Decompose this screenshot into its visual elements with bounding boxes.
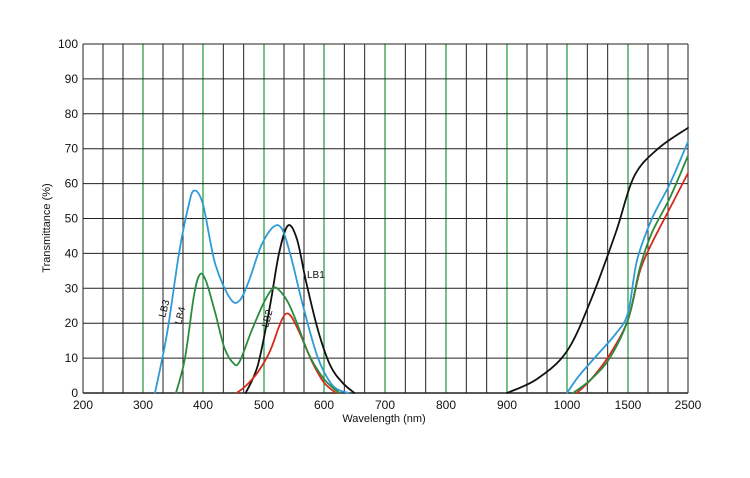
y-axis-label: Transmittance (%) [41,183,53,272]
x-tick-label: 900 [497,398,517,412]
y-tick-label: 40 [65,246,79,260]
x-axis-label: Wavelength (nm) [342,413,425,425]
x-tick-label: 1500 [615,398,642,412]
x-tick-label: 400 [193,398,213,412]
curve-labels: LB1 LB2 LB3 LB4 [157,270,325,329]
series-line-lb2 [235,312,338,394]
x-tick-label: 1000 [554,398,581,412]
series-line-lb1 [244,224,356,394]
x-tick-label: 300 [133,398,153,412]
y-tick-label: 100 [58,37,78,51]
y-tick-label: 50 [65,212,79,226]
y-tick-label: 30 [65,281,79,295]
curves [154,126,689,394]
grid [82,43,689,394]
y-tick-label: 70 [65,142,79,156]
x-tick-label: 700 [375,398,395,412]
y-tick-label: 20 [65,316,79,330]
y-tick-label: 10 [65,351,79,365]
curve-label-lb3: LB3 [157,298,172,318]
y-tick-label: 60 [65,177,79,191]
tick-labels: 0 10 20 30 40 50 60 70 80 90 100 200 300 400 500 600 700… [58,37,702,412]
x-tick-label: 600 [314,398,334,412]
curve-label-lb2: LB2 [260,308,275,328]
y-tick-label: 80 [65,107,79,121]
x-tick-label: 2500 [675,398,702,412]
series-line-lb1 [506,126,689,394]
x-tick-label: 200 [73,398,93,412]
x-tick-label: 500 [254,398,274,412]
x-tick-label: 800 [436,398,456,412]
y-tick-label: 90 [65,72,79,86]
series-line-lb4 [572,154,689,394]
y-tick-label: 0 [71,386,78,400]
curve-label-lb4: LB4 [173,305,188,325]
series-line-lb3 [566,140,689,394]
series-line-lb4 [175,272,341,394]
series-line-lb3 [154,189,350,394]
curve-label-lb1: LB1 [307,270,325,281]
